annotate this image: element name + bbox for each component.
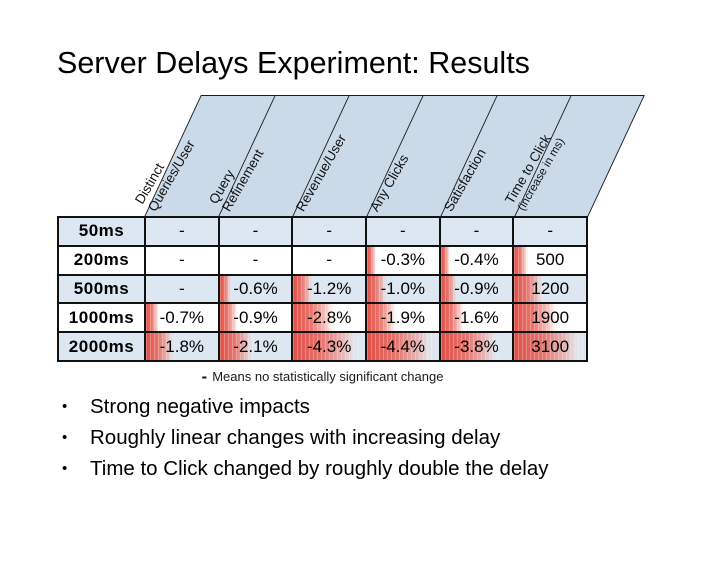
row-label: 500ms <box>59 275 144 303</box>
table-cell: -1.0% <box>366 275 439 303</box>
table-cell: 1200 <box>514 275 586 303</box>
slide-title: Server Delays Experiment: Results <box>57 46 530 80</box>
table-cell: -0.4% <box>440 246 513 274</box>
row-label: 200ms <box>59 246 144 274</box>
table-cell: -0.6% <box>219 275 292 303</box>
table-cell: -3.8% <box>440 333 513 360</box>
column-headers-band <box>144 95 645 217</box>
bullet-item: • Roughly linear changes with increasing … <box>62 427 702 449</box>
results-table: 50ms - - - - - -200ms - - - -0.3% -0.4% 500 500ms - -0.… <box>57 216 588 362</box>
bullet-icon: • <box>62 429 68 446</box>
table-cell: -1.8% <box>146 333 218 360</box>
table-cell: - <box>440 218 513 245</box>
bullet-item: • Strong negative impacts <box>62 396 702 418</box>
table-cell: -1.2% <box>293 275 365 303</box>
table-cell: 500 <box>514 246 586 274</box>
bullet-list: • Strong negative impacts • Roughly linear … <box>62 396 702 489</box>
table-cell: - <box>293 218 365 245</box>
bullet-text: Time to Click changed by roughly double … <box>90 457 549 480</box>
footnote-dash: - <box>201 367 208 386</box>
table-cell: - <box>366 218 439 245</box>
row-label: 1000ms <box>59 304 144 332</box>
bullet-text: Strong negative impacts <box>90 395 310 418</box>
table-cell: -0.7% <box>146 304 218 332</box>
table-cell: -2.1% <box>219 333 292 360</box>
table-cell: - <box>146 275 218 303</box>
table-cell: -0.9% <box>219 304 292 332</box>
table-cell: 3100 <box>514 333 586 360</box>
table-cell: 1900 <box>514 304 586 332</box>
row-label: 2000ms <box>59 333 144 360</box>
table-footnote: - Means no statistically significant chan… <box>57 366 588 386</box>
table-cell: - <box>146 246 218 274</box>
table-cell: -1.9% <box>366 304 439 332</box>
table-cell: - <box>219 246 292 274</box>
table-cell: - <box>219 218 292 245</box>
table-cell: - <box>146 218 218 245</box>
bullet-item: • Time to Click changed by roughly double… <box>62 458 702 480</box>
table-cell: -0.3% <box>366 246 439 274</box>
table-cell: -4.4% <box>366 333 439 360</box>
table-cell: -2.8% <box>293 304 365 332</box>
table-cell: -1.6% <box>440 304 513 332</box>
bullet-text: Roughly linear changes with increasing d… <box>90 426 501 449</box>
bullet-icon: • <box>62 460 68 477</box>
table-cell: -4.3% <box>293 333 365 360</box>
table-cell: - <box>514 218 586 245</box>
bullet-icon: • <box>62 398 68 415</box>
table-cell: - <box>293 246 365 274</box>
footnote-text: Means no statistically significant chang… <box>212 369 444 384</box>
row-label: 50ms <box>59 218 144 245</box>
table-cell: -0.9% <box>440 275 513 303</box>
